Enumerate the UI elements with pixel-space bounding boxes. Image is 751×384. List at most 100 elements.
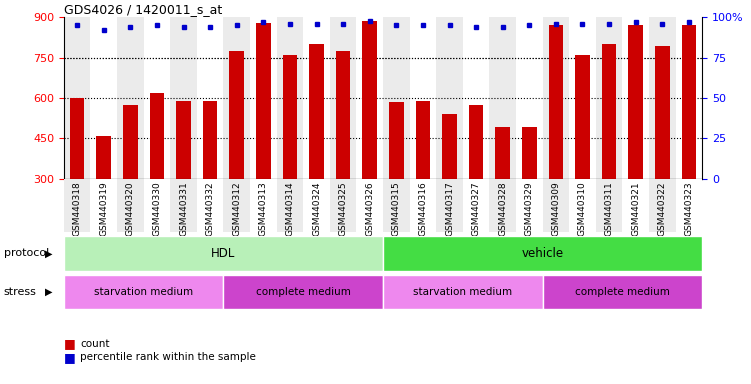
Bar: [197, 179, 224, 232]
Text: ▶: ▶: [45, 287, 53, 297]
Bar: [363, 22, 377, 259]
Text: count: count: [80, 339, 110, 349]
Bar: [357, 179, 383, 232]
Bar: [70, 98, 84, 259]
Bar: [64, 236, 383, 271]
Bar: [149, 93, 164, 259]
Bar: [250, 17, 276, 179]
Bar: [303, 17, 330, 179]
Bar: [676, 17, 702, 179]
Bar: [436, 17, 463, 179]
Bar: [224, 275, 383, 309]
Bar: [542, 275, 702, 309]
Text: GSM440315: GSM440315: [392, 181, 401, 236]
Text: ■: ■: [64, 337, 76, 350]
Text: ■: ■: [64, 351, 76, 364]
Bar: [276, 17, 303, 179]
Bar: [250, 179, 276, 232]
Bar: [649, 17, 676, 179]
Bar: [415, 101, 430, 259]
Bar: [602, 44, 617, 259]
Bar: [596, 179, 623, 232]
Bar: [117, 17, 143, 179]
Bar: [442, 114, 457, 259]
Text: GSM440325: GSM440325: [339, 181, 348, 236]
Bar: [224, 179, 250, 232]
Bar: [522, 127, 537, 259]
Text: stress: stress: [4, 287, 37, 297]
Text: GSM440316: GSM440316: [418, 181, 427, 236]
Bar: [569, 179, 596, 232]
Bar: [548, 25, 563, 259]
Bar: [383, 17, 409, 179]
Text: GSM440327: GSM440327: [472, 181, 481, 236]
Bar: [282, 55, 297, 259]
Bar: [409, 17, 436, 179]
Bar: [543, 17, 569, 179]
Bar: [303, 179, 330, 232]
Bar: [463, 179, 490, 232]
Bar: [143, 17, 170, 179]
Text: complete medium: complete medium: [575, 287, 670, 297]
Bar: [676, 179, 702, 232]
Text: GSM440312: GSM440312: [232, 181, 241, 236]
Bar: [64, 275, 224, 309]
Bar: [64, 17, 90, 179]
Bar: [436, 179, 463, 232]
Bar: [383, 236, 702, 271]
Bar: [389, 102, 403, 259]
Bar: [575, 55, 590, 259]
Bar: [569, 17, 596, 179]
Bar: [490, 179, 516, 232]
Bar: [309, 44, 324, 259]
Bar: [655, 46, 670, 259]
Bar: [203, 101, 218, 259]
Bar: [330, 17, 357, 179]
Bar: [330, 179, 357, 232]
Text: GSM440318: GSM440318: [73, 181, 82, 236]
Text: GSM440328: GSM440328: [498, 181, 507, 236]
Text: percentile rank within the sample: percentile rank within the sample: [80, 352, 256, 362]
Bar: [469, 104, 484, 259]
Text: GSM440320: GSM440320: [126, 181, 135, 236]
Text: protocol: protocol: [4, 248, 49, 258]
Bar: [117, 179, 143, 232]
Text: GSM440310: GSM440310: [578, 181, 587, 236]
Bar: [197, 17, 224, 179]
Text: GDS4026 / 1420011_s_at: GDS4026 / 1420011_s_at: [64, 3, 222, 16]
Text: GSM440313: GSM440313: [259, 181, 268, 236]
Bar: [143, 179, 170, 232]
Bar: [170, 17, 197, 179]
Text: GSM440323: GSM440323: [684, 181, 693, 236]
Text: GSM440319: GSM440319: [99, 181, 108, 236]
Text: GSM440324: GSM440324: [312, 181, 321, 236]
Text: GSM440331: GSM440331: [179, 181, 188, 236]
Text: starvation medium: starvation medium: [413, 287, 512, 297]
Text: complete medium: complete medium: [256, 287, 351, 297]
Bar: [123, 104, 137, 259]
Text: GSM440309: GSM440309: [551, 181, 560, 236]
Bar: [490, 17, 516, 179]
Bar: [629, 25, 643, 259]
Bar: [383, 275, 542, 309]
Bar: [224, 17, 250, 179]
Text: GSM440332: GSM440332: [206, 181, 215, 236]
Bar: [276, 179, 303, 232]
Bar: [90, 17, 117, 179]
Bar: [543, 179, 569, 232]
Text: GSM440314: GSM440314: [285, 181, 294, 236]
Bar: [383, 179, 409, 232]
Bar: [336, 51, 351, 259]
Text: GSM440326: GSM440326: [365, 181, 374, 236]
Text: GSM440329: GSM440329: [525, 181, 534, 236]
Bar: [463, 17, 490, 179]
Bar: [596, 17, 623, 179]
Bar: [623, 179, 649, 232]
Bar: [96, 136, 111, 259]
Text: GSM440330: GSM440330: [152, 181, 161, 236]
Bar: [409, 179, 436, 232]
Bar: [176, 101, 191, 259]
Bar: [496, 127, 510, 259]
Text: vehicle: vehicle: [521, 247, 564, 260]
Text: GSM440317: GSM440317: [445, 181, 454, 236]
